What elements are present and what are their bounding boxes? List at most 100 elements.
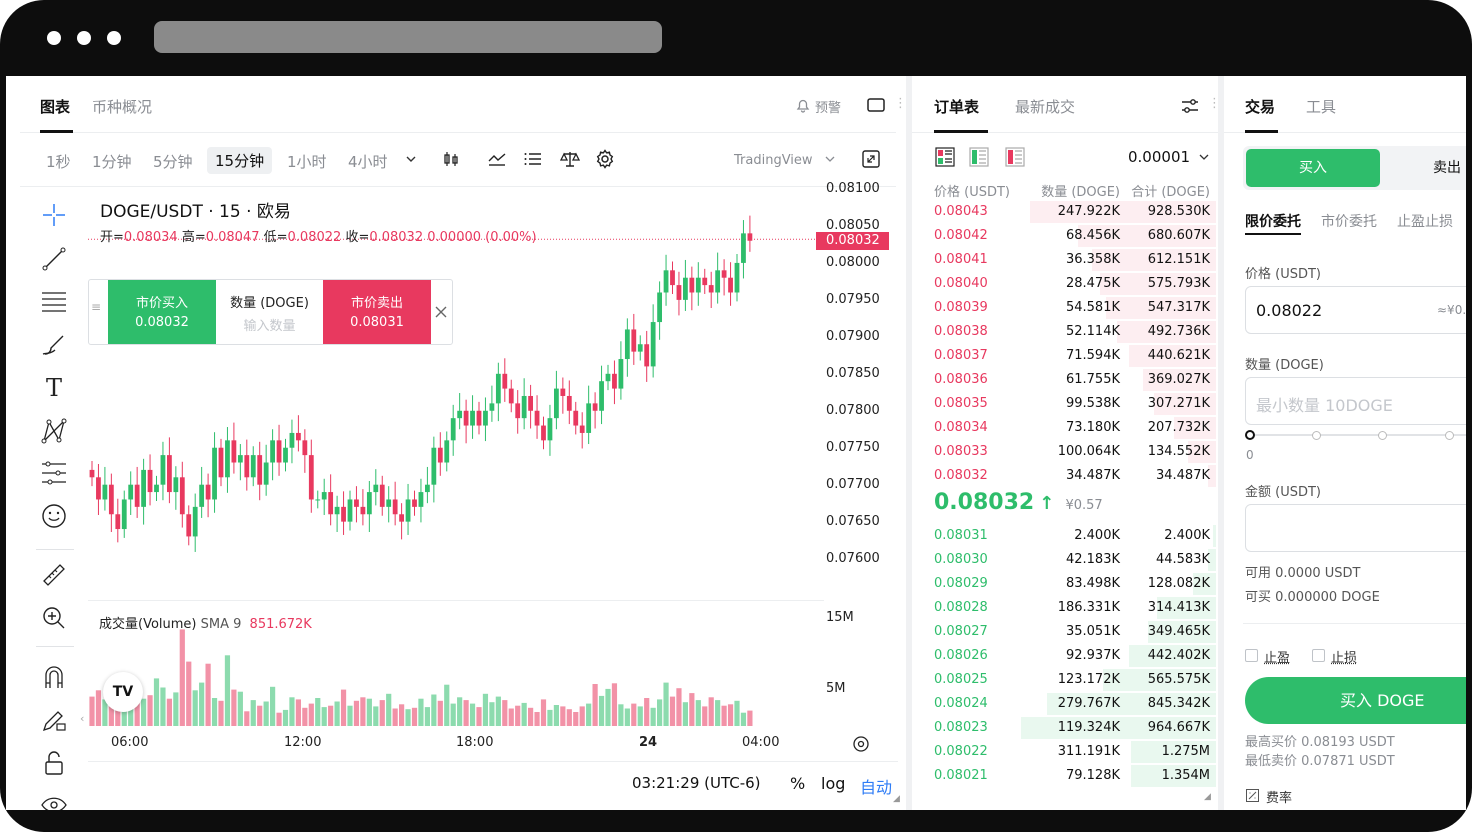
ask-row[interactable]: 0.08040 28.475K 575.793K: [934, 272, 1216, 296]
interval-5m[interactable]: 5分钟: [153, 153, 193, 171]
tab-order-book[interactable]: 订单表: [934, 98, 980, 116]
ask-row[interactable]: 0.08043 247.922K 928.530K: [934, 200, 1216, 224]
close-icon[interactable]: [433, 304, 449, 320]
resize-icon[interactable]: ◢: [893, 794, 900, 804]
lock-icon[interactable]: [40, 749, 68, 777]
pencil-lock-icon[interactable]: [40, 706, 68, 734]
interval-4h[interactable]: 4小时: [348, 153, 388, 171]
bid-row[interactable]: 0.08031 2.400K 2.400K: [934, 524, 1216, 548]
market-sell-button[interactable]: 市价卖出 0.08031: [323, 280, 431, 344]
candle-type-icon[interactable]: [442, 150, 460, 168]
resize-icon[interactable]: ◢: [1204, 792, 1211, 802]
indicator-icon[interactable]: [488, 150, 506, 168]
amount-input[interactable]: [1245, 504, 1466, 552]
auto-toggle[interactable]: 自动: [860, 778, 893, 797]
fee-label[interactable]: 费率: [1266, 791, 1293, 806]
ask-row[interactable]: 0.08034 73.180K 207.732K: [934, 416, 1216, 440]
drag-handle-icon[interactable]: ≡: [91, 300, 102, 314]
crosshair-icon[interactable]: [40, 201, 68, 229]
tab-tools[interactable]: 工具: [1306, 98, 1337, 116]
ask-row[interactable]: 0.08042 68.456K 680.607K: [934, 224, 1216, 248]
chevron-down-icon[interactable]: [824, 154, 836, 164]
ask-row[interactable]: 0.08035 99.538K 307.271K: [934, 392, 1216, 416]
slider-stop[interactable]: [1445, 431, 1454, 440]
brush-icon[interactable]: [40, 331, 68, 359]
view-asks-icon[interactable]: [1004, 146, 1026, 168]
quick-qty-input[interactable]: 数量 (DOGE) 输入数量: [216, 280, 323, 344]
ask-row[interactable]: 0.08032 34.487K 34.487K: [934, 464, 1216, 488]
bid-row[interactable]: 0.08022 311.191K 1.275M: [934, 740, 1216, 764]
bid-row[interactable]: 0.08028 186.331K 314.413K: [934, 596, 1216, 620]
interval-1s[interactable]: 1秒: [46, 153, 71, 171]
bell-icon[interactable]: [793, 95, 813, 115]
ask-row[interactable]: 0.08036 61.755K 369.027K: [934, 368, 1216, 392]
view-bids-icon[interactable]: [968, 146, 990, 168]
ask-row[interactable]: 0.08038 52.114K 492.736K: [934, 320, 1216, 344]
settings-icon[interactable]: [851, 734, 871, 754]
url-bar[interactable]: [154, 21, 662, 53]
take-profit-label[interactable]: 止盈: [1264, 651, 1291, 666]
take-profit-checkbox[interactable]: [1245, 649, 1258, 662]
text-tool-icon[interactable]: T: [45, 374, 62, 402]
tab-coin-overview[interactable]: 币种概况: [92, 98, 153, 116]
stop-loss-label[interactable]: 止损: [1331, 651, 1358, 666]
chevron-down-icon[interactable]: [1198, 152, 1210, 162]
ask-row[interactable]: 0.08033 100.064K 134.552K: [934, 440, 1216, 464]
interval-1h[interactable]: 1小时: [287, 153, 327, 171]
buy-submit-button[interactable]: 买入 DOGE: [1245, 677, 1466, 724]
candlestick-chart[interactable]: [6, 76, 906, 810]
ask-row[interactable]: 0.08041 36.358K 612.151K: [934, 248, 1216, 272]
order-type-limit[interactable]: 限价委托: [1245, 214, 1301, 230]
magnet-icon[interactable]: [40, 663, 68, 691]
tradingview-logo-icon[interactable]: TV: [103, 672, 143, 712]
emoji-icon[interactable]: [40, 502, 68, 530]
zoom-in-icon[interactable]: [40, 604, 68, 632]
bid-row[interactable]: 0.08026 92.937K 442.402K: [934, 644, 1216, 668]
interval-15m[interactable]: 15分钟: [207, 147, 273, 174]
bid-row[interactable]: 0.08024 279.767K 845.342K: [934, 692, 1216, 716]
ask-row[interactable]: 0.08039 54.581K 547.317K: [934, 296, 1216, 320]
tick-size-select[interactable]: 0.00001: [1128, 148, 1191, 166]
stop-loss-checkbox[interactable]: [1312, 649, 1325, 662]
scroll-left-icon[interactable]: ‹: [80, 712, 85, 725]
log-toggle[interactable]: log: [821, 774, 846, 793]
order-type-tpsl[interactable]: 止盈止损: [1397, 214, 1453, 230]
market-buy-button[interactable]: 市价买入 0.08032: [108, 280, 216, 344]
fullscreen-icon[interactable]: [862, 150, 880, 168]
bid-row[interactable]: 0.08025 123.172K 565.575K: [934, 668, 1216, 692]
ask-row[interactable]: 0.08037 71.594K 440.621K: [934, 344, 1216, 368]
tab-chart[interactable]: 图表: [40, 98, 71, 116]
interval-1m[interactable]: 1分钟: [92, 153, 132, 171]
bid-row[interactable]: 0.08023 119.324K 964.667K: [934, 716, 1216, 740]
tab-recent-trades[interactable]: 最新成交: [1015, 98, 1076, 116]
slider-handle[interactable]: [1245, 430, 1255, 440]
sliders-icon[interactable]: [1180, 96, 1200, 116]
drag-handle-icon[interactable]: ⋮: [1208, 96, 1218, 111]
prediction-icon[interactable]: [40, 459, 68, 487]
pattern-icon[interactable]: [40, 417, 68, 445]
window-icon[interactable]: [866, 96, 886, 114]
gear-icon[interactable]: [594, 148, 616, 170]
trend-line-icon[interactable]: [40, 245, 68, 273]
provider-select[interactable]: TradingView: [734, 153, 813, 168]
bid-row[interactable]: 0.08027 35.051K 349.465K: [934, 620, 1216, 644]
bid-row[interactable]: 0.08021 79.128K 1.354M: [934, 764, 1216, 788]
price-input[interactable]: 0.08022 ≈¥0.: [1245, 286, 1466, 334]
amount-slider-track[interactable]: [1251, 434, 1466, 436]
sell-tab[interactable]: 卖出: [1433, 160, 1461, 176]
order-type-market[interactable]: 市价委托: [1321, 214, 1377, 230]
bid-row[interactable]: 0.08030 42.183K 44.583K: [934, 548, 1216, 572]
chevron-down-icon[interactable]: [404, 152, 418, 166]
list-icon[interactable]: [524, 150, 542, 168]
percent-toggle[interactable]: %: [790, 774, 806, 793]
buy-tab[interactable]: 买入: [1246, 149, 1380, 187]
tab-trade[interactable]: 交易: [1245, 98, 1276, 116]
bid-row[interactable]: 0.08029 83.498K 128.082K: [934, 572, 1216, 596]
slider-stop[interactable]: [1378, 431, 1387, 440]
slider-stop[interactable]: [1312, 431, 1321, 440]
alert-label[interactable]: 预警: [815, 101, 842, 116]
qty-input[interactable]: 最小数量 10DOGE: [1245, 377, 1466, 425]
eye-icon[interactable]: [40, 791, 68, 810]
compare-icon[interactable]: [560, 150, 580, 168]
fib-lines-icon[interactable]: [40, 288, 68, 316]
